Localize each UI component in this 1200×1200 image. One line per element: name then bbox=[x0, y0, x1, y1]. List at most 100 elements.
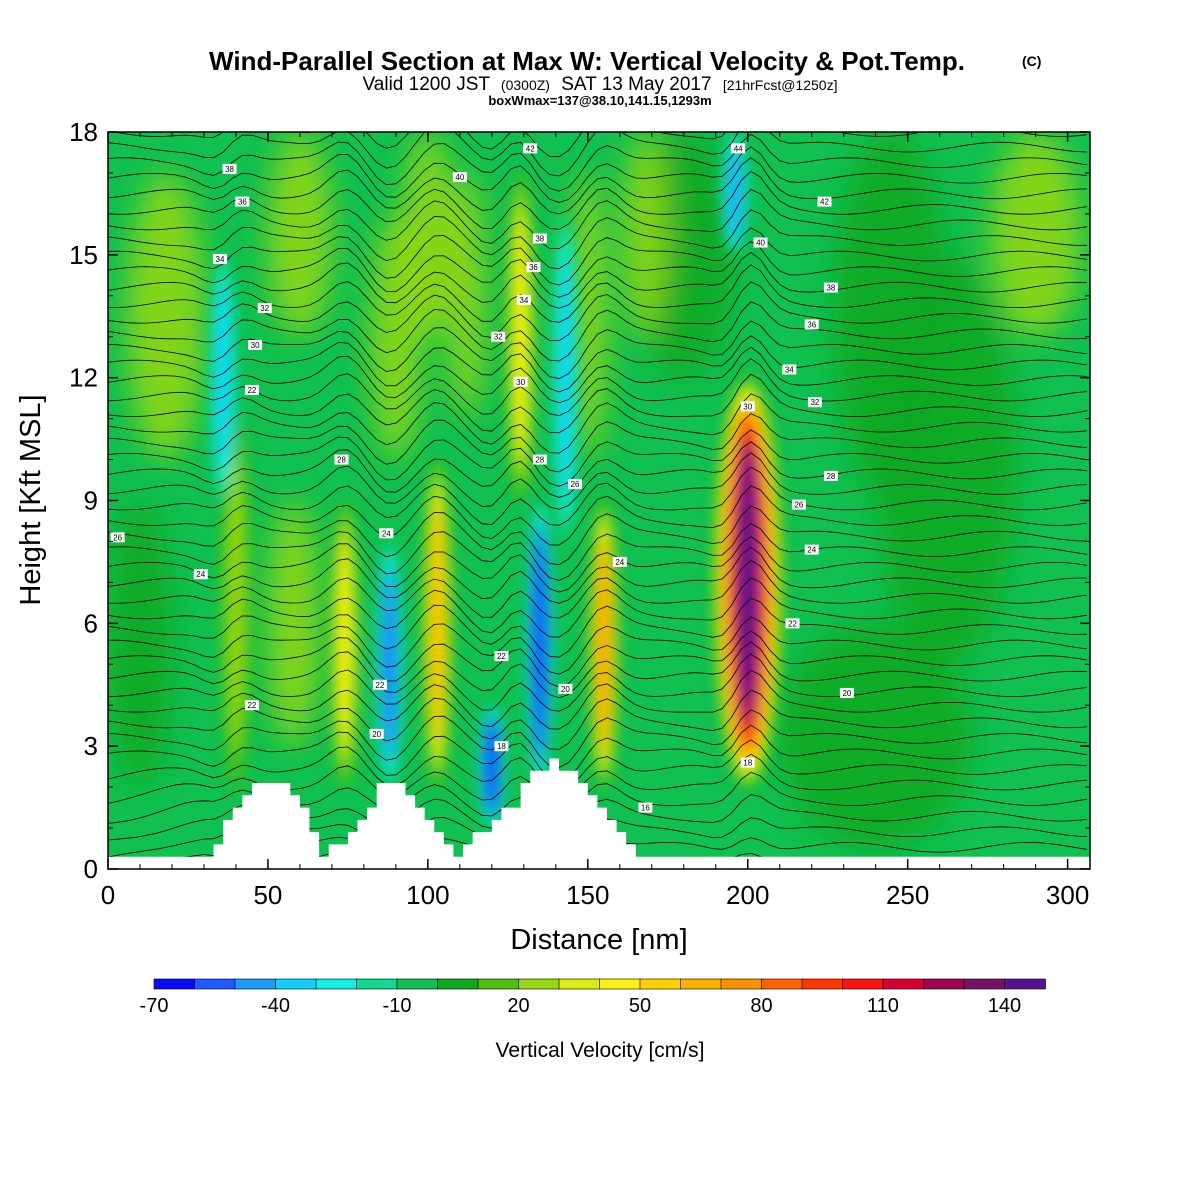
theta-label: 28 bbox=[334, 454, 349, 465]
valid-date: SAT 13 May 2017 bbox=[561, 74, 711, 95]
colorbar: -70 -40 -10 20 50 80 110 140 bbox=[140, 978, 1046, 1017]
terrain bbox=[108, 758, 1090, 869]
colorbar-swatch bbox=[558, 978, 601, 990]
theta-label-bg bbox=[513, 376, 528, 387]
valid-time: Valid 1200 JST bbox=[363, 74, 491, 95]
theta-label: 44 bbox=[731, 143, 746, 154]
theta-label-text: 26 bbox=[571, 480, 580, 489]
theta-label: 24 bbox=[379, 528, 394, 539]
colorbar-tick-label: 80 bbox=[750, 995, 772, 1017]
theta-label: 40 bbox=[753, 237, 768, 248]
theta-line bbox=[108, 209, 1087, 270]
forecast-info: [21hrFcst@1250z] bbox=[723, 77, 838, 93]
colorbar-swatch bbox=[882, 978, 925, 990]
theta-label-bg bbox=[452, 172, 467, 183]
theta-label-text: 24 bbox=[196, 570, 205, 579]
colorbar-swatch bbox=[194, 978, 236, 990]
theta-label-bg bbox=[248, 339, 263, 350]
theta-label-bg bbox=[244, 384, 259, 395]
x-axis-label: Distance [nm] bbox=[510, 924, 687, 956]
theta-label-bg bbox=[823, 470, 838, 481]
theta-label-bg bbox=[372, 679, 387, 690]
theta-line bbox=[108, 281, 1087, 342]
theta-line bbox=[108, 373, 1087, 434]
theta-line bbox=[108, 251, 1087, 309]
theta-label: 20 bbox=[369, 728, 384, 739]
theta-line bbox=[108, 739, 1087, 791]
theta-label-bg bbox=[823, 282, 838, 293]
theta-line bbox=[108, 546, 1087, 604]
theta-label-bg bbox=[212, 253, 227, 264]
colorbar-swatch bbox=[518, 978, 560, 990]
theta-line bbox=[108, 630, 1087, 688]
theta-label-text: 30 bbox=[743, 402, 752, 411]
theta-line bbox=[108, 227, 1087, 286]
theta-line bbox=[108, 413, 1087, 473]
theta-label: 34 bbox=[782, 364, 797, 375]
velocity-field-broad bbox=[108, 132, 1081, 849]
theta-label-text: 26 bbox=[113, 533, 122, 542]
theta-label: 24 bbox=[612, 556, 627, 567]
theta-label-text: 28 bbox=[535, 456, 544, 465]
theta-line bbox=[108, 132, 1087, 177]
theta-label-bg bbox=[516, 294, 531, 305]
colorbar-swatch bbox=[275, 978, 317, 990]
theta-line bbox=[108, 452, 1087, 510]
colorbar-swatch bbox=[396, 978, 439, 990]
x-tick-label: 200 bbox=[726, 880, 769, 910]
theta-label: 30 bbox=[513, 376, 528, 387]
core-level bbox=[599, 545, 608, 742]
theta-label: 20 bbox=[839, 687, 854, 698]
theta-label: 42 bbox=[523, 143, 538, 154]
theta-label: 18 bbox=[494, 741, 509, 752]
theta-label: 32 bbox=[257, 303, 272, 314]
theta-label-text: 18 bbox=[497, 742, 506, 751]
theta-label-text: 22 bbox=[497, 652, 506, 661]
theta-label: 26 bbox=[568, 479, 583, 490]
theta-label: 28 bbox=[823, 470, 838, 481]
colorbar-swatch bbox=[842, 978, 884, 990]
theta-label-bg bbox=[110, 532, 125, 543]
theta-line bbox=[108, 157, 1087, 215]
downdraft-core bbox=[210, 254, 237, 501]
theta-label-bg bbox=[334, 454, 349, 465]
theta-label: 26 bbox=[110, 532, 125, 543]
core-level bbox=[487, 724, 496, 809]
theta-label: 42 bbox=[817, 196, 832, 207]
theta-label-bg bbox=[804, 319, 819, 330]
updraft-core bbox=[589, 500, 618, 788]
theta-line bbox=[108, 559, 1087, 619]
colorbar-tick-label: -10 bbox=[383, 995, 412, 1017]
theta-label: 36 bbox=[526, 262, 541, 273]
theta-label-bg bbox=[379, 528, 394, 539]
theta-label: 32 bbox=[807, 397, 822, 408]
theta-line bbox=[108, 523, 1087, 581]
theta-label-bg bbox=[523, 143, 538, 154]
theta-line bbox=[108, 597, 1087, 658]
theta-label-bg bbox=[740, 401, 755, 412]
theta-label-bg bbox=[817, 196, 832, 207]
x-axis: 0 50 100 150 200 250 300 bbox=[101, 132, 1089, 910]
broad-shade bbox=[990, 132, 1081, 337]
downdraft-core bbox=[376, 541, 403, 788]
theta-label: 26 bbox=[791, 499, 806, 510]
theta-line bbox=[108, 485, 1087, 546]
theta-label-text: 28 bbox=[826, 472, 835, 481]
x-tick-label: 300 bbox=[1046, 880, 1089, 910]
theta-line bbox=[108, 669, 1087, 730]
velocity-field-cores bbox=[210, 132, 782, 829]
core-level bbox=[339, 540, 351, 748]
theta-label-bg bbox=[257, 303, 272, 314]
theta-line bbox=[108, 689, 1087, 750]
chart-subtitle: Valid 1200 JST (0300Z) SAT 13 May 2017 [… bbox=[363, 74, 838, 95]
theta-line bbox=[108, 616, 1087, 675]
theta-line bbox=[108, 577, 1087, 638]
theta-label-text: 22 bbox=[375, 681, 384, 690]
colorbar-swatch bbox=[153, 978, 196, 990]
theta-label: 22 bbox=[244, 384, 259, 395]
theta-label-text: 22 bbox=[247, 701, 256, 710]
theta-label-bg bbox=[244, 700, 259, 711]
broad-shade bbox=[622, 132, 668, 337]
